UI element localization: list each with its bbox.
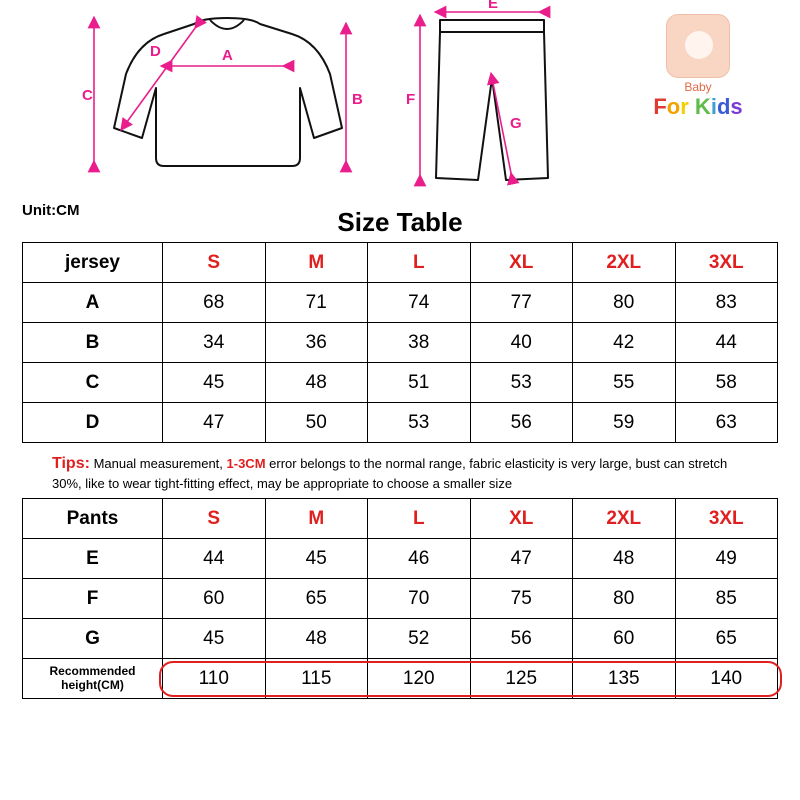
jersey-label-B: B [352, 91, 363, 108]
data-cell: 45 [163, 363, 266, 403]
rec-cell: 115 [265, 659, 368, 699]
pants-header-row: Pants S M L XL 2XL 3XL [23, 499, 778, 539]
data-cell: 34 [163, 323, 266, 363]
badge-main-text: For Kids [628, 94, 768, 120]
row-label: F [23, 579, 163, 619]
data-cell: 70 [368, 579, 471, 619]
jersey-header: jersey [23, 243, 163, 283]
data-cell: 45 [163, 619, 266, 659]
table-row: C454851535558 [23, 363, 778, 403]
data-cell: 42 [573, 323, 676, 363]
rec-cell: 110 [163, 659, 266, 699]
row-label: C [23, 363, 163, 403]
data-cell: 80 [573, 579, 676, 619]
rec-cell: 120 [368, 659, 471, 699]
row-label: D [23, 403, 163, 443]
size-header: 3XL [675, 243, 778, 283]
row-label: A [23, 283, 163, 323]
data-cell: 38 [368, 323, 471, 363]
rec-cell: 140 [675, 659, 778, 699]
table-row: D475053565963 [23, 403, 778, 443]
diagram-row: A B C D E F G Baby For K [22, 8, 778, 198]
tips-lead: Tips: [52, 455, 90, 472]
row-label: B [23, 323, 163, 363]
data-cell: 55 [573, 363, 676, 403]
jersey-label-A: A [222, 47, 233, 64]
data-cell: 48 [573, 539, 676, 579]
data-cell: 53 [470, 363, 573, 403]
data-cell: 80 [573, 283, 676, 323]
rec-label: Recommended height(CM) [23, 659, 163, 699]
size-header: M [265, 243, 368, 283]
data-cell: 59 [573, 403, 676, 443]
rec-cell: 135 [573, 659, 676, 699]
data-cell: 44 [675, 323, 778, 363]
data-cell: 49 [675, 539, 778, 579]
size-header: 2XL [573, 499, 676, 539]
recommended-height-row: Recommended height(CM) 110 115 120 125 1… [23, 659, 778, 699]
pants-label-G: G [510, 115, 522, 132]
data-cell: 60 [573, 619, 676, 659]
data-cell: 74 [368, 283, 471, 323]
data-cell: 48 [265, 619, 368, 659]
pants-table: Pants S M L XL 2XL 3XL E444546474849F606… [22, 498, 778, 699]
data-cell: 65 [265, 579, 368, 619]
data-cell: 45 [265, 539, 368, 579]
row-label: G [23, 619, 163, 659]
size-header: L [368, 243, 471, 283]
data-cell: 51 [368, 363, 471, 403]
jersey-diagram: A B C D [82, 8, 372, 188]
data-cell: 50 [265, 403, 368, 443]
data-cell: 56 [470, 403, 573, 443]
size-header: S [163, 243, 266, 283]
jersey-label-D: D [150, 43, 161, 60]
size-table-title: Size Table [22, 207, 778, 238]
data-cell: 85 [675, 579, 778, 619]
table-row: F606570758085 [23, 579, 778, 619]
data-cell: 75 [470, 579, 573, 619]
data-cell: 71 [265, 283, 368, 323]
table-row: E444546474849 [23, 539, 778, 579]
data-cell: 68 [163, 283, 266, 323]
size-header: XL [470, 499, 573, 539]
data-cell: 58 [675, 363, 778, 403]
data-cell: 83 [675, 283, 778, 323]
row-label: E [23, 539, 163, 579]
data-cell: 48 [265, 363, 368, 403]
size-header: M [265, 499, 368, 539]
pants-label-E: E [488, 0, 498, 12]
data-cell: 40 [470, 323, 573, 363]
data-cell: 60 [163, 579, 266, 619]
baby-icon [666, 14, 730, 78]
data-cell: 47 [163, 403, 266, 443]
size-header: XL [470, 243, 573, 283]
data-cell: 47 [470, 539, 573, 579]
pants-diagram: E F G [392, 8, 592, 188]
size-header: L [368, 499, 471, 539]
table-row: G454852566065 [23, 619, 778, 659]
pants-label-F: F [406, 91, 415, 108]
size-header: 3XL [675, 499, 778, 539]
rec-cell: 125 [470, 659, 573, 699]
jersey-label-C: C [82, 87, 93, 104]
data-cell: 56 [470, 619, 573, 659]
jersey-header-row: jersey S M L XL 2XL 3XL [23, 243, 778, 283]
jersey-table: jersey S M L XL 2XL 3XL A687174778083B34… [22, 242, 778, 443]
data-cell: 46 [368, 539, 471, 579]
data-cell: 36 [265, 323, 368, 363]
tips-text: Tips: Manual measurement, 1-3CM error be… [52, 453, 748, 492]
pants-header: Pants [23, 499, 163, 539]
data-cell: 63 [675, 403, 778, 443]
data-cell: 53 [368, 403, 471, 443]
size-header: S [163, 499, 266, 539]
table-row: B343638404244 [23, 323, 778, 363]
data-cell: 44 [163, 539, 266, 579]
size-header: 2XL [573, 243, 676, 283]
kids-badge: Baby For Kids [628, 14, 768, 120]
table-row: A687174778083 [23, 283, 778, 323]
data-cell: 65 [675, 619, 778, 659]
data-cell: 52 [368, 619, 471, 659]
badge-small-text: Baby [628, 80, 768, 94]
data-cell: 77 [470, 283, 573, 323]
